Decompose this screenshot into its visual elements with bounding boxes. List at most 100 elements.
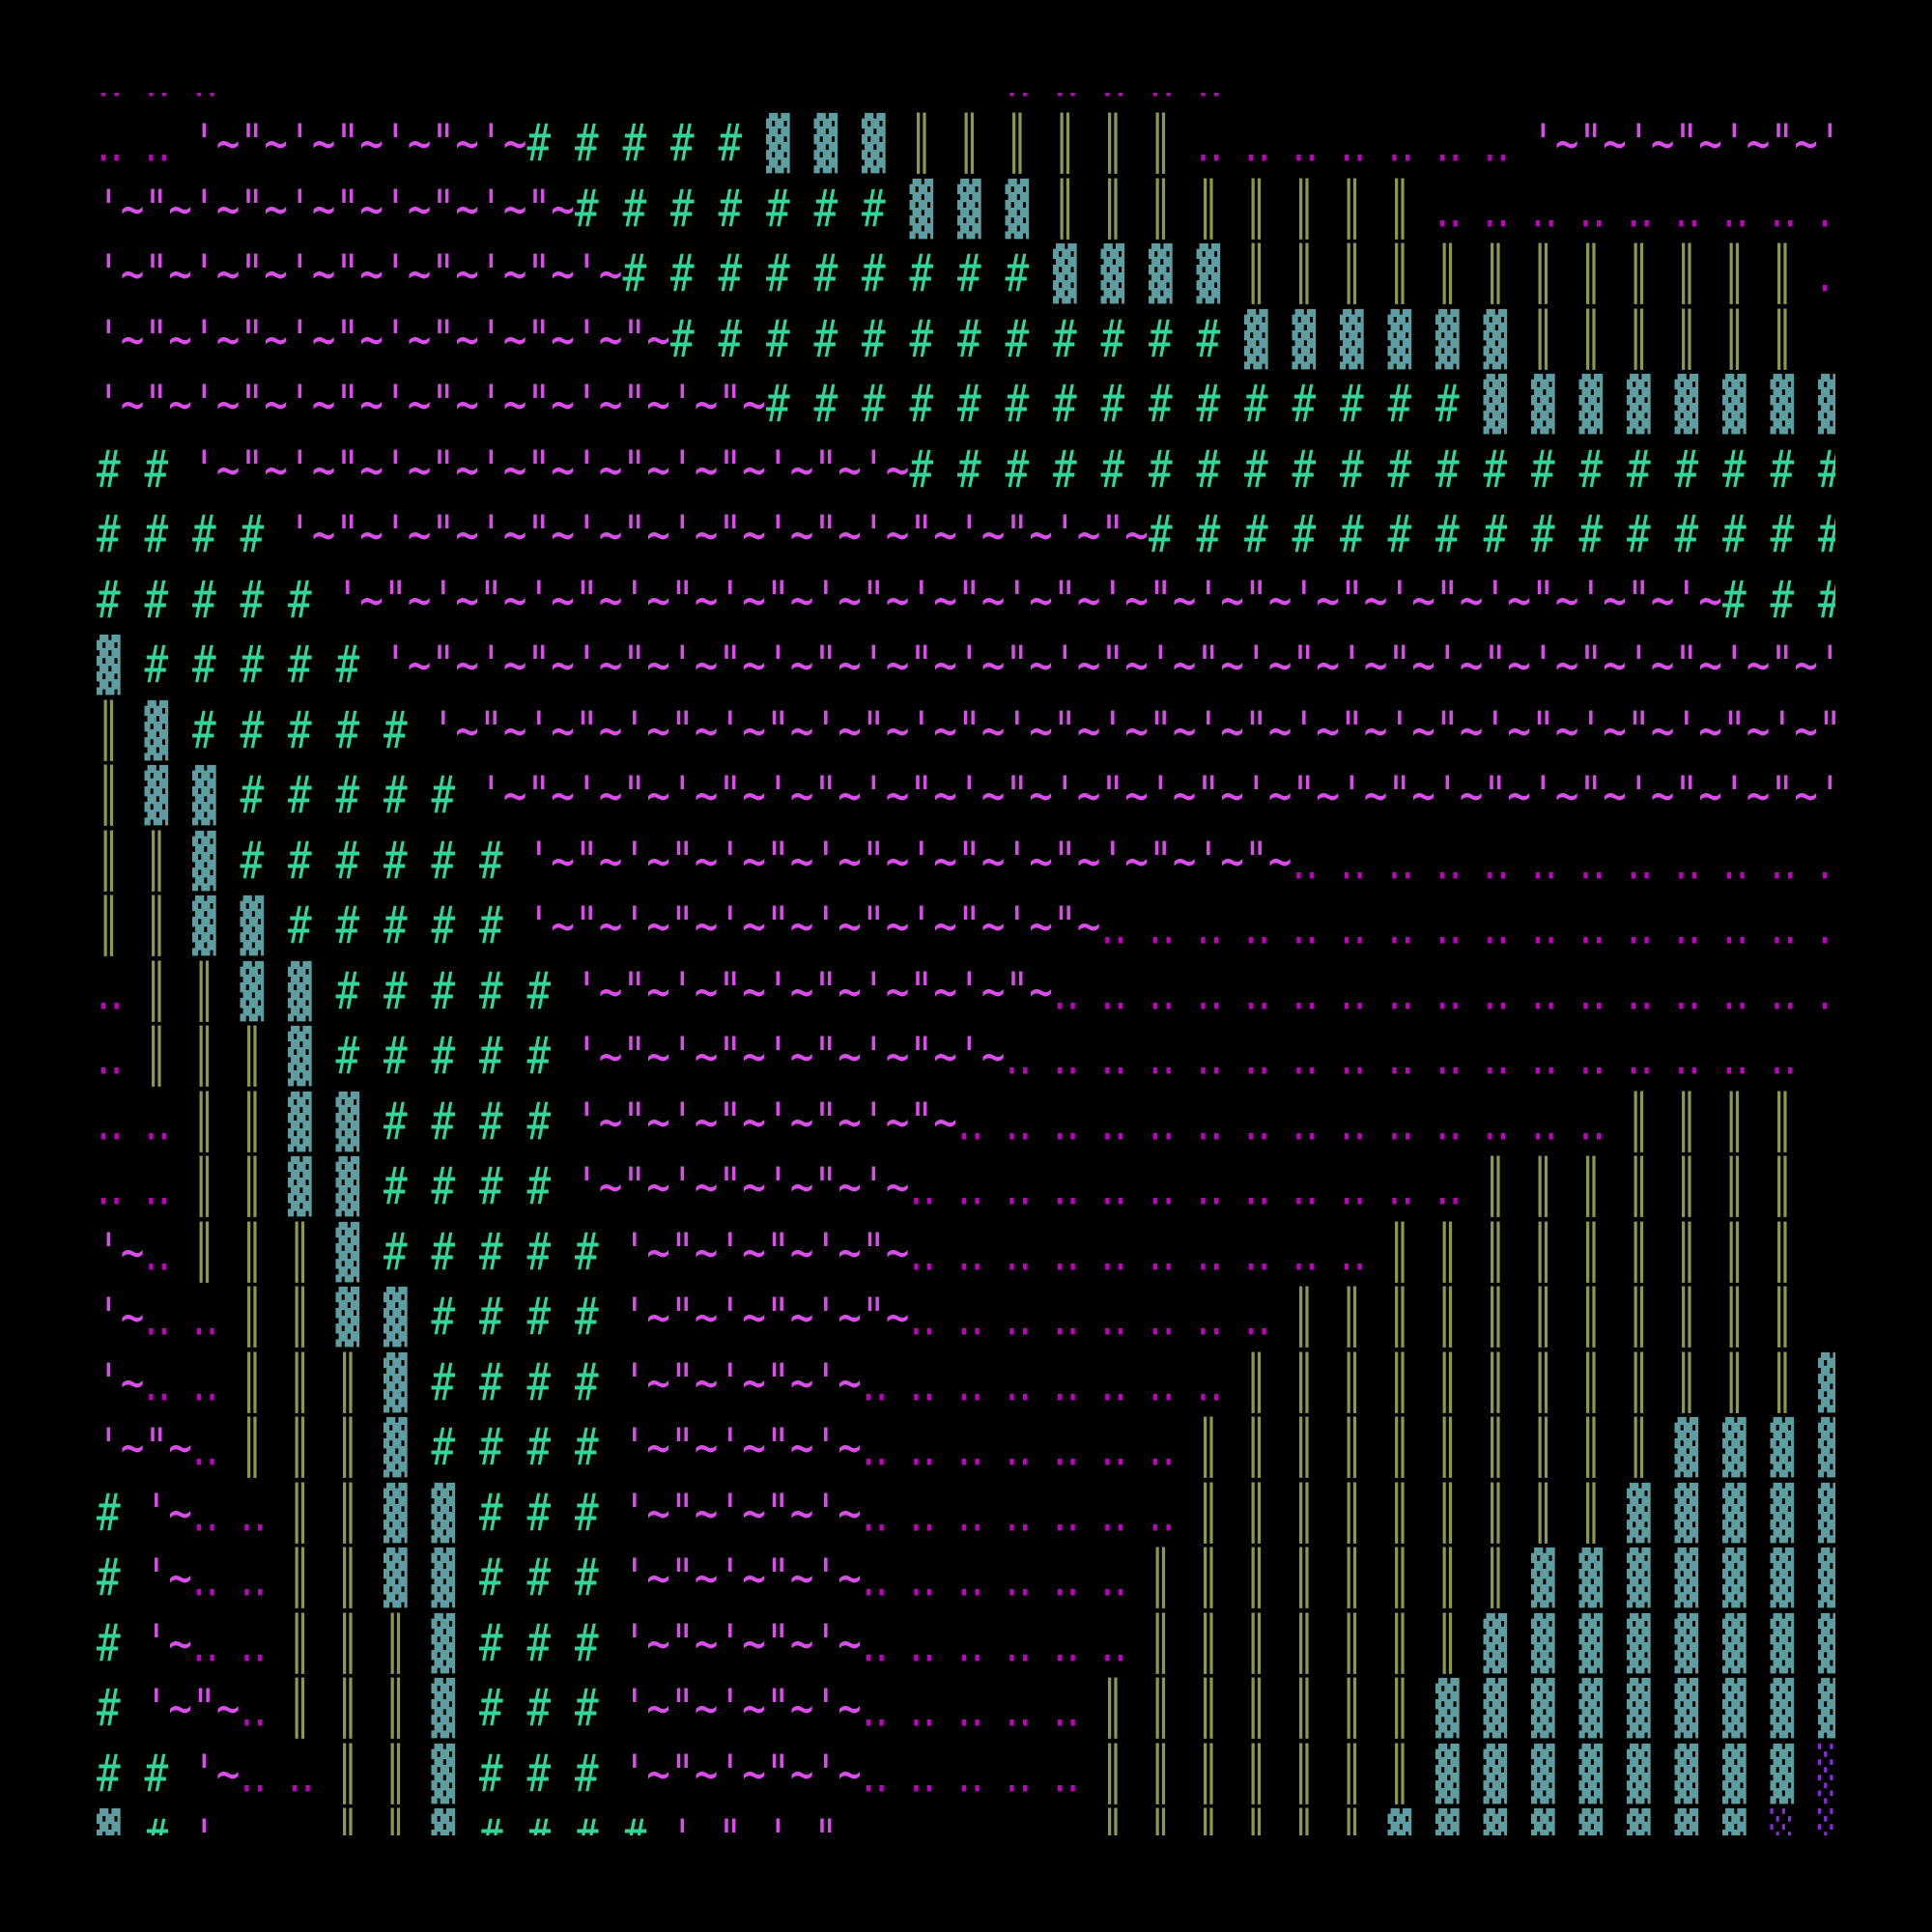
tilde-glyph: ~ <box>1603 113 1627 174</box>
double-bar-glyph: ║ <box>1101 1798 1125 1835</box>
ascii-row: '~"~'~"~'~"~'~"~'~"~'~"~'~"~# # # # # # … <box>97 372 1835 438</box>
dots-glyph: ‥ <box>1340 113 1367 174</box>
quote-glyph: ' <box>192 178 216 240</box>
double-quote-glyph: " <box>1578 113 1604 174</box>
quote-glyph: ' <box>1818 102 1835 187</box>
ascii-row: # # # # '~"~'~"~'~"~'~"~'~"~'~"~'~"~'~"~… <box>97 502 1835 568</box>
quote-glyph: ' <box>1722 113 1747 174</box>
blank-cell <box>1268 1798 1293 1835</box>
tilde-glyph: ~ <box>407 178 432 240</box>
blank-cell <box>646 1798 670 1835</box>
blank-cell <box>981 1798 1006 1835</box>
dots-glyph: ‥ <box>1149 93 1175 122</box>
tilde-glyph: ~ <box>455 178 479 240</box>
blank-cell <box>1173 1798 1197 1835</box>
tilde-glyph: ~ <box>168 178 192 240</box>
dense-shade-glyph: ▓ <box>862 113 886 174</box>
blank-cell <box>359 1798 384 1835</box>
dots-glyph: ‥ <box>1483 113 1510 174</box>
dots-glyph: ‥ <box>145 93 171 122</box>
ascii-row: ║ ║ ▓ ▓ # # # # # '~"~'~"~'~"~'~"~'~"~'~… <box>97 894 1835 959</box>
dense-shade-glyph: ▓ <box>1484 1798 1508 1835</box>
tilde-glyph: ~ <box>502 113 527 174</box>
dots-glyph: ‥ <box>1053 93 1079 122</box>
tilde-glyph: ~ <box>311 178 336 240</box>
hash-glyph: # <box>575 113 599 174</box>
blank-cell <box>288 1798 312 1835</box>
quote-glyph: ' <box>670 1798 695 1835</box>
double-bar-glyph: ║ <box>1053 113 1077 174</box>
ascii-row: '~"~'~"~'~"~'~"~'~"~# # # # # # # ▓ ▓ ▓ … <box>97 177 1835 242</box>
blank-cell <box>1411 1798 1435 1835</box>
tilde-glyph: ~ <box>1650 113 1675 174</box>
dense-shade-glyph: ▓ <box>1722 1798 1747 1835</box>
blank-cell <box>1698 1798 1722 1835</box>
dots-glyph: ‥ <box>97 93 123 122</box>
dots-glyph: ‥ <box>1387 113 1414 174</box>
blank-cell <box>1555 1798 1579 1835</box>
tilde-glyph: ~ <box>216 1798 241 1835</box>
tilde-glyph: ~ <box>1746 113 1771 174</box>
blank-cell <box>1220 1798 1244 1835</box>
blank-cell <box>551 1798 575 1835</box>
ascii-row: '~‥ ‥ ║ ║ ▓ ▓ # # # # '~"~'~"~'~"~‥ ‥ ‥ … <box>97 1285 1835 1350</box>
double-quote-glyph: " <box>240 113 265 174</box>
blank-cell <box>1316 1798 1340 1835</box>
blank-cell <box>1747 1798 1771 1835</box>
hash-glyph: # <box>670 178 695 240</box>
dots-glyph: ‥ <box>192 93 218 122</box>
tilde-glyph: ~ <box>695 1798 719 1835</box>
double-bar-glyph: ║ <box>1149 113 1173 174</box>
double-bar-glyph: ║ <box>1293 1798 1317 1835</box>
blank-cell <box>599 1798 623 1835</box>
dense-shade-glyph: ▓ <box>1675 1798 1699 1835</box>
dots-glyph: ‥ <box>1292 113 1319 174</box>
blank-cell <box>241 1798 265 1835</box>
dots-glyph: ‥ <box>1196 113 1223 174</box>
double-bar-glyph: ║ <box>1197 1798 1221 1835</box>
ascii-row: '~"~'~"~'~"~'~"~'~"~'~# # # # # # # # # … <box>97 242 1835 307</box>
hash-glyph: # <box>862 178 886 240</box>
ascii-row: ‥ ‥ '~"~'~"~'~"~'~# # # # # ▓ ▓ ▓ ║ ║ ║ … <box>97 111 1835 177</box>
dense-shade-glyph: ▓ <box>97 1798 121 1835</box>
double-bar-glyph: ║ <box>909 113 934 174</box>
double-quote-glyph: " <box>240 178 265 240</box>
dense-shade-glyph: ▓ <box>813 113 838 174</box>
double-bar-glyph: ║ <box>384 1798 408 1835</box>
tilde-glyph: ~ <box>742 1798 766 1835</box>
ascii-row: ▓ # '~ ║ ║ ▓ # # # # '~"~'~"~ ║ ║ ║ ║ ║ … <box>97 1806 1835 1835</box>
blank-cell <box>455 1798 479 1835</box>
tilde-glyph: ~ <box>1794 113 1818 174</box>
hash-glyph: # <box>575 178 599 240</box>
hash-glyph: # <box>526 113 552 174</box>
dots-glyph: ‥ <box>97 113 124 174</box>
blank-cell <box>1053 1798 1077 1835</box>
double-bar-glyph: ║ <box>1005 113 1030 174</box>
blank-cell <box>1029 1798 1053 1835</box>
hash-glyph: # <box>718 113 743 174</box>
tilde-glyph: ~ <box>264 113 288 174</box>
tilde-glyph: ~ <box>1698 113 1722 174</box>
dense-shade-glyph: ▓ <box>1627 1798 1651 1835</box>
tilde-glyph: ~ <box>215 178 241 240</box>
ascii-row: ‥ ‥ ║ ║ ▓ ▓ # # # # '~"~'~"~'~"~'~‥ ‥ ‥ … <box>97 1154 1835 1220</box>
blank-cell <box>312 1798 336 1835</box>
dots-glyph: ‥ <box>144 113 171 174</box>
double-bar-glyph: ║ <box>1340 1798 1364 1835</box>
double-bar-glyph: ║ <box>1053 178 1077 240</box>
hash-glyph: # <box>670 113 695 174</box>
quote-glyph: ' <box>479 178 503 240</box>
blank-cell <box>1006 1798 1030 1835</box>
tilde-glyph: ~ <box>407 113 432 174</box>
double-quote-glyph: " <box>1674 113 1699 174</box>
tilde-glyph: ~ <box>455 113 479 174</box>
dots-glyph: ‥ <box>1006 93 1032 122</box>
ascii-row: ▓ # # # # # '~"~'~"~'~"~'~"~'~"~'~"~'~"~… <box>97 633 1835 698</box>
dense-shade-glyph: ▓ <box>1388 1798 1412 1835</box>
tilde-glyph: ~ <box>120 178 145 240</box>
blank-cell <box>168 1798 192 1835</box>
tilde-glyph: ~ <box>264 178 288 240</box>
light-shade-glyph: ░ <box>1771 1798 1795 1835</box>
dense-shade-glyph: ▓ <box>1435 1798 1460 1835</box>
tilde-glyph: ~ <box>502 178 527 240</box>
